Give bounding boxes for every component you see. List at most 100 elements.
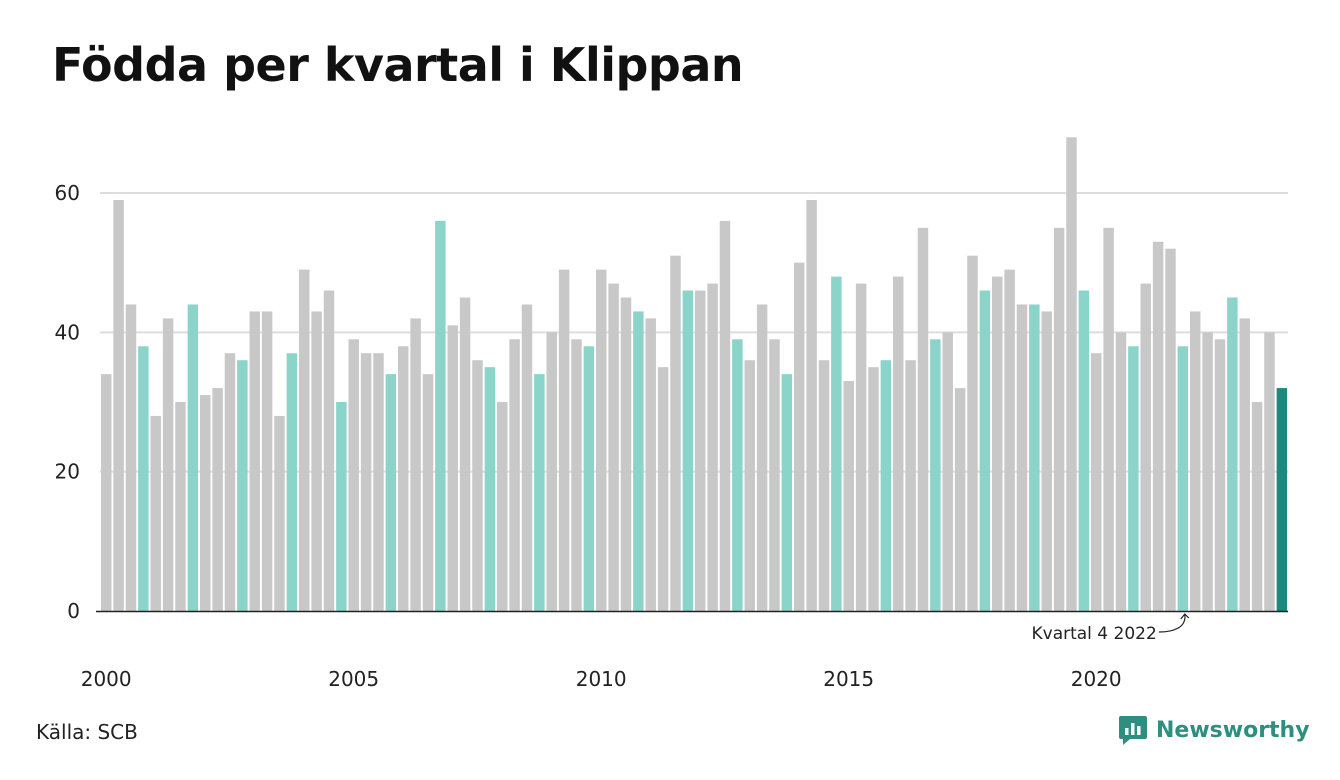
y-tick-label: 60 (55, 181, 80, 205)
bar (299, 269, 310, 611)
bar (843, 381, 854, 611)
bar (719, 220, 731, 611)
bar (670, 255, 681, 611)
brand[interactable]: Newsworthy (1118, 714, 1310, 746)
annotation: Kvartal 4 2022 (1031, 613, 1190, 644)
bar (212, 388, 223, 611)
bar (385, 374, 397, 611)
bar (880, 360, 892, 611)
bar (286, 353, 298, 611)
bar (633, 311, 644, 611)
bar (113, 199, 124, 611)
y-tick-label: 40 (55, 320, 80, 344)
bar (237, 360, 248, 611)
bar (620, 297, 632, 611)
bar (732, 339, 743, 611)
brand-name: Newsworthy (1156, 717, 1310, 743)
x-tick-label: 2000 (81, 667, 132, 691)
bar (398, 346, 409, 611)
bar (410, 318, 421, 611)
bar (756, 304, 768, 611)
y-tick-label: 0 (67, 599, 80, 623)
bar (1115, 332, 1127, 611)
bar (1227, 297, 1238, 611)
bar (162, 318, 174, 611)
bar (1165, 248, 1176, 612)
bar (459, 297, 471, 611)
bar (311, 311, 322, 611)
bar (150, 415, 161, 611)
x-tick-label: 2005 (328, 667, 379, 691)
bar (905, 360, 916, 611)
bar (497, 402, 508, 611)
bar (521, 304, 533, 611)
bar (855, 283, 867, 611)
bar (1004, 269, 1015, 611)
bar (657, 367, 669, 611)
bar (682, 290, 694, 611)
bar (200, 395, 211, 611)
bar (608, 283, 619, 611)
bar (435, 220, 446, 611)
bar (101, 374, 112, 611)
bar (1239, 318, 1250, 611)
bar (794, 262, 805, 611)
bar (1276, 388, 1288, 611)
bar (1177, 346, 1189, 611)
bar (125, 304, 137, 611)
source-note: Källa: SCB (36, 720, 138, 744)
bar (769, 339, 780, 611)
bar (1091, 353, 1102, 611)
bar (954, 388, 966, 611)
x-tick-label: 2015 (823, 667, 874, 691)
bar (422, 374, 434, 611)
newsworthy-logo-icon (1119, 716, 1147, 745)
bar (868, 367, 879, 611)
bar (1053, 227, 1065, 611)
bar (967, 255, 978, 611)
bar (447, 325, 458, 611)
bar (744, 360, 755, 611)
bar (942, 332, 953, 611)
bar (336, 402, 347, 611)
bar (1066, 137, 1077, 611)
bar (509, 339, 520, 611)
bar (930, 339, 941, 611)
bar (261, 311, 273, 611)
x-axis-ticks: 2000 2005 2010 2015 2020 (81, 667, 1122, 691)
y-tick-label: 20 (55, 460, 80, 484)
bar (1190, 311, 1201, 611)
bar (781, 374, 793, 611)
bar (1078, 290, 1090, 611)
annotation-arrow (1158, 613, 1190, 633)
bar (224, 353, 236, 611)
bar (1202, 332, 1213, 611)
bar (695, 290, 706, 611)
bar (893, 276, 904, 611)
bar (806, 199, 817, 611)
bar (323, 290, 335, 611)
x-tick-label: 2020 (1071, 667, 1122, 691)
bar (1016, 304, 1028, 611)
bar (534, 374, 545, 611)
bar (707, 283, 718, 611)
bar (1103, 227, 1114, 611)
bar (558, 269, 570, 611)
bar (831, 276, 842, 611)
bar (373, 353, 384, 611)
bar (175, 402, 186, 611)
bar (1264, 332, 1275, 611)
chart-title: Födda per kvartal i Klippan (52, 38, 744, 92)
bar (1152, 241, 1164, 611)
bar (645, 318, 656, 611)
bar (472, 360, 483, 611)
bar (1029, 304, 1040, 611)
bar (818, 360, 830, 611)
bar (1214, 339, 1226, 611)
bar (1140, 283, 1151, 611)
bar (187, 304, 199, 611)
bar (546, 332, 557, 611)
gridlines (100, 192, 1288, 473)
y-axis-ticks: 0 20 40 60 (55, 181, 80, 623)
